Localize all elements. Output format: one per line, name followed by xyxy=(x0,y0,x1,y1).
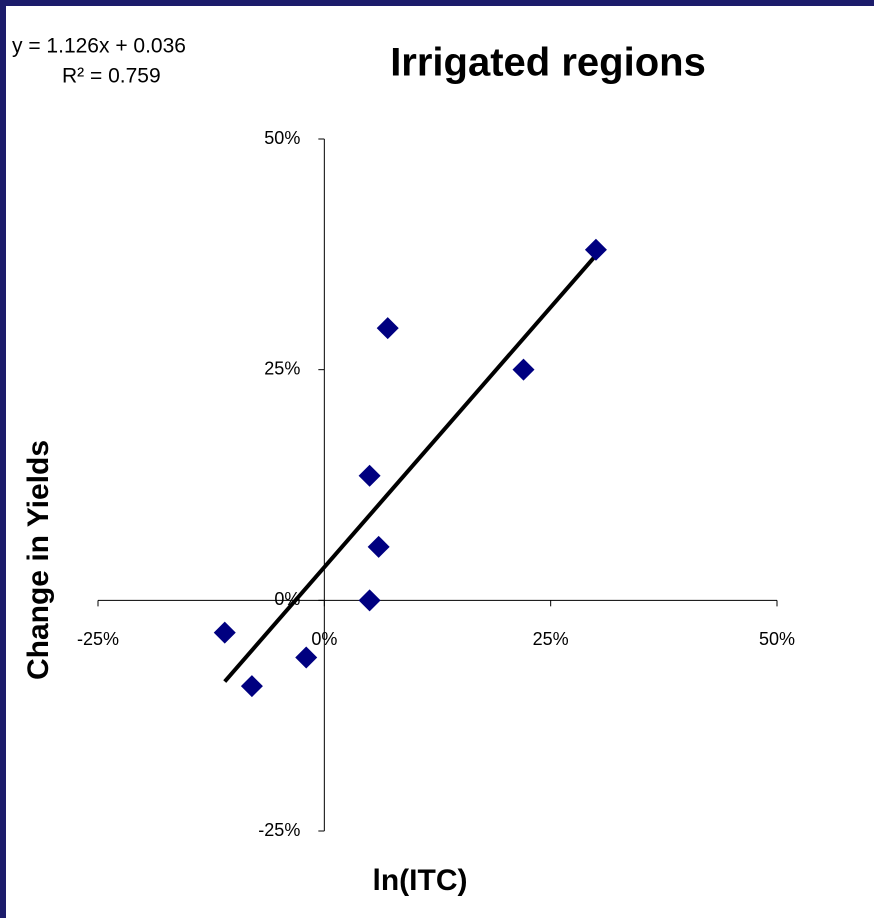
trendline xyxy=(223,253,598,683)
y-axis-title: Change in Yields xyxy=(22,440,55,680)
x-tick-label: 50% xyxy=(759,629,795,649)
point xyxy=(512,358,535,381)
x-tick-label: -25% xyxy=(77,629,119,649)
x-axis-title: ln(ITC) xyxy=(373,864,468,897)
x-tick-label: 25% xyxy=(533,629,569,649)
chart-title: Irrigated regions xyxy=(390,41,706,85)
plot-background xyxy=(6,6,874,918)
y-tick-label: 25% xyxy=(264,358,300,378)
y-tick-label: -25% xyxy=(258,820,300,840)
point xyxy=(295,646,318,669)
point xyxy=(584,238,607,261)
trendline-equation: y = 1.126x + 0.036 xyxy=(12,35,186,58)
point xyxy=(358,464,381,487)
point xyxy=(376,317,399,340)
point xyxy=(358,589,381,612)
y-tick-label: 50% xyxy=(264,128,300,148)
trendline-r2: R² = 0.759 xyxy=(62,65,161,88)
point xyxy=(367,535,390,558)
point xyxy=(213,621,236,644)
point xyxy=(240,675,263,698)
x-tick-label: 0% xyxy=(311,629,337,649)
